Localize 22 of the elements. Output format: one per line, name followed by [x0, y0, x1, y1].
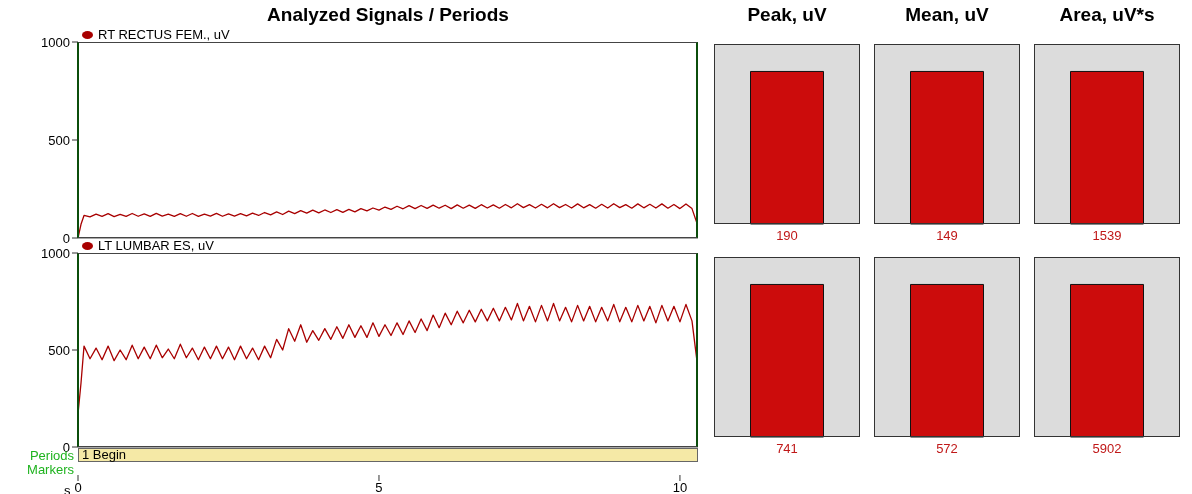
y-tick-label: 1000 — [41, 245, 70, 261]
x-tick-label: 5 — [375, 480, 383, 494]
y-tick-label: 1000 — [41, 34, 70, 50]
chart-title: Peak, uV — [746, 4, 828, 26]
chart-title: Analyzed Signals / Periods — [266, 4, 510, 26]
data-label: 149 — [936, 228, 958, 243]
data-label: 741 — [776, 441, 798, 456]
data-label: 190 — [776, 228, 798, 243]
data-label: 1539 — [1092, 228, 1122, 243]
y-tick-label: 0 — [62, 230, 70, 246]
legend-label: RT RECTUS FEM., uV — [98, 27, 230, 42]
y-tick-label: 500 — [48, 132, 70, 148]
x-tick-label: 0 — [74, 480, 82, 494]
chart-title: Area, uV*s — [1058, 4, 1156, 26]
data-label: 5902 — [1092, 441, 1122, 456]
chart-title: Mean, uV — [904, 4, 990, 26]
x-tick-label: 10 — [672, 480, 688, 494]
data-label: 572 — [936, 441, 958, 456]
annotation: 1 Begin — [82, 447, 127, 462]
legend-label: LT LUMBAR ES, uV — [98, 238, 214, 253]
y-tick-label: 500 — [48, 342, 70, 358]
text: Markers — [26, 462, 74, 477]
